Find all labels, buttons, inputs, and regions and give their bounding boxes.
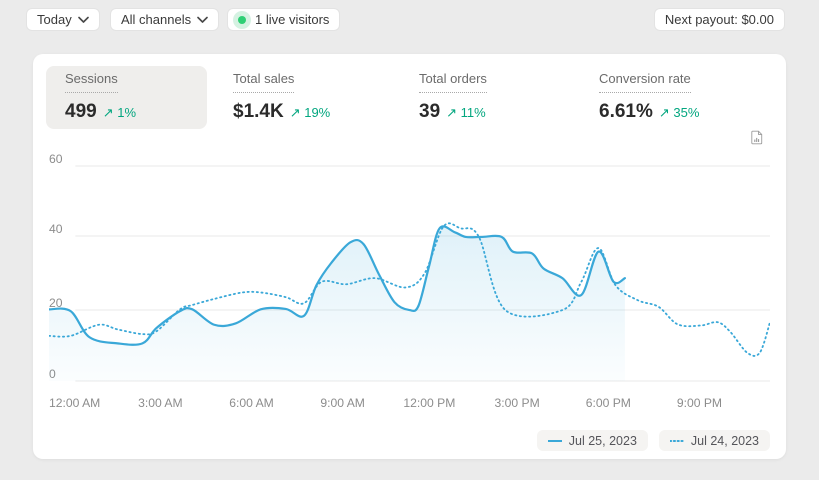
svg-text:60: 60 [49, 154, 63, 166]
svg-text:6:00 PM: 6:00 PM [586, 396, 631, 410]
svg-text:12:00 PM: 12:00 PM [403, 396, 455, 410]
svg-text:9:00 AM: 9:00 AM [320, 396, 365, 410]
svg-text:9:00 PM: 9:00 PM [677, 396, 722, 410]
svg-text:40: 40 [49, 222, 63, 236]
svg-text:3:00 PM: 3:00 PM [495, 396, 540, 410]
svg-text:12:00 AM: 12:00 AM [49, 396, 100, 410]
svg-text:3:00 AM: 3:00 AM [138, 396, 183, 410]
svg-text:6:00 AM: 6:00 AM [229, 396, 274, 410]
